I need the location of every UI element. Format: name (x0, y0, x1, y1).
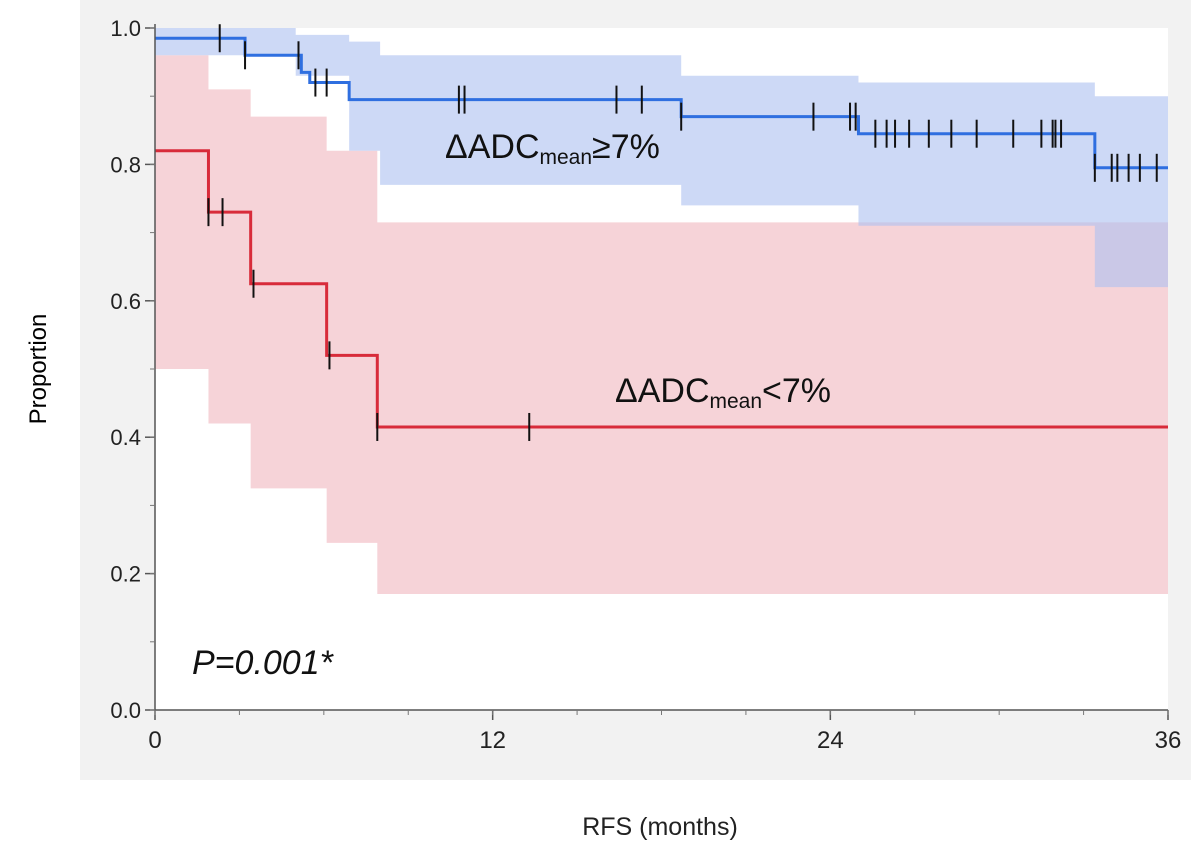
series-label-low-sub: mean (710, 390, 763, 413)
x-tick-label: 24 (817, 727, 844, 754)
y-tick-label: 0.4 (110, 425, 141, 450)
ci-band-low (155, 55, 1168, 595)
x-axis-label: RFS (months) (582, 813, 738, 841)
series-label-high-sub: mean (540, 146, 593, 169)
series-label-high: ΔADCmean≥7% (445, 128, 660, 169)
y-tick-label: 1.0 (110, 16, 141, 41)
y-tick-label: 0.0 (110, 698, 141, 723)
confidence-bands (155, 28, 1168, 595)
series-label-low-base: ΔADC (615, 372, 710, 410)
axes: 0.0 0.2 0.4 0.6 0.8 1.0 0 12 24 36 (110, 16, 1181, 754)
censor-marks (207, 24, 1158, 441)
x-tick-label: 36 (1155, 727, 1182, 754)
y-tick-label: 0.8 (110, 152, 141, 177)
series-label-low: ΔADCmean<7% (615, 372, 831, 413)
series-label-low-suffix: <7% (762, 372, 831, 410)
ci-band-high (155, 28, 1168, 288)
km-curve-low (155, 149, 1168, 429)
series-label-high-base: ΔADC (445, 128, 540, 166)
y-axis-label: Proportion (25, 314, 52, 425)
y-tick-label: 0.6 (110, 289, 141, 314)
y-tick-label: 0.2 (110, 562, 141, 587)
x-tick-label: 12 (479, 727, 506, 754)
p-value-annotation: P=0.001* (192, 644, 335, 682)
x-tick-label: 0 (148, 727, 161, 754)
series-label-high-suffix: ≥7% (592, 128, 660, 166)
